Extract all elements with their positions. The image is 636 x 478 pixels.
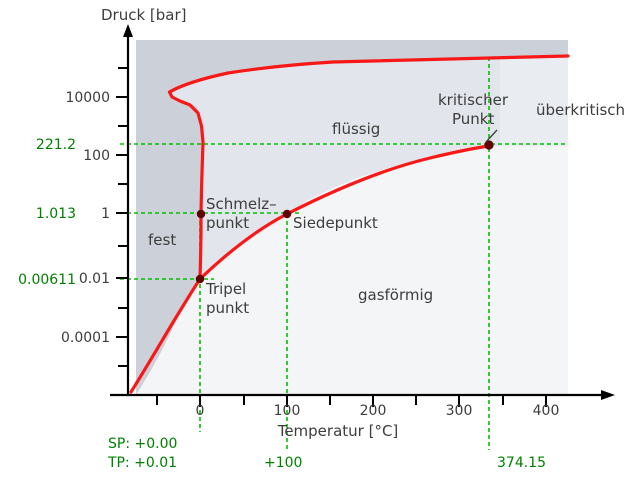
schmelzpunkt-label-line2: punkt xyxy=(206,214,249,232)
x-tick-labels: 0 100 200 300 400 xyxy=(196,403,560,419)
x-tick-label: 400 xyxy=(533,403,560,419)
triple-point-temperature-label: TP: +0.01 xyxy=(107,455,177,471)
siedepunkt-label: Siedepunkt xyxy=(293,214,378,232)
x-axis-arrow xyxy=(601,390,615,400)
y-tick-label: 0.0001 xyxy=(61,330,110,346)
y-tick-label: 1 xyxy=(101,206,110,222)
tripelpunkt-label-line2: punkt xyxy=(206,299,249,317)
critical-point-temperature-label: 374.15 xyxy=(497,455,546,471)
region-label-fluessig: flüssig xyxy=(332,120,380,138)
melting-point-temperature-label: SP: +0.00 xyxy=(108,436,177,452)
kritischer-punkt-label-line2: Punkt xyxy=(452,110,494,128)
y-tick-label: 100 xyxy=(83,148,110,164)
tripelpunkt-label-line1: Tripel xyxy=(205,280,246,298)
kritischer-punkt-leader-line xyxy=(485,129,498,143)
triple-pressure-label: 0.00611 xyxy=(18,272,76,288)
upper-boundary-curve xyxy=(167,54,570,94)
siedepunkt-marker[interactable] xyxy=(282,209,292,219)
y-tick-label: 10000 xyxy=(65,90,110,106)
kritischer-punkt-label-line1: kritischer xyxy=(438,91,509,109)
point-labels: Schmelz– punkt Siedepunkt Tripel punkt k… xyxy=(205,91,509,317)
boiling-point-temperature-label: +100 xyxy=(264,455,302,471)
critical-pressure-label: 221.2 xyxy=(36,137,76,153)
gas-region-fill xyxy=(136,146,568,395)
point-markers xyxy=(195,140,494,284)
x-tick-label: 100 xyxy=(274,403,301,419)
tripelpunkt-marker[interactable] xyxy=(195,274,205,284)
melting-curve xyxy=(167,90,205,281)
region-label-gasfoermig: gasförmig xyxy=(358,286,433,304)
schmelzpunkt-label-line1: Schmelz– xyxy=(206,195,277,213)
schmelzpunkt-marker[interactable] xyxy=(196,209,206,219)
highlighted-pressure-labels: 221.2 1.013 0.00611 xyxy=(18,137,76,288)
region-label-ueberkritisch: überkritisch xyxy=(536,101,625,119)
x-tick-label: 0 xyxy=(196,403,205,419)
highlighted-temperature-labels: SP: +0.00 TP: +0.01 +100 374.15 xyxy=(107,436,546,471)
y-tick-label: 0.01 xyxy=(79,271,110,287)
region-fills xyxy=(136,40,568,395)
kritischer-punkt-marker[interactable] xyxy=(484,140,494,150)
x-axis-title: Temperatur [°C] xyxy=(277,422,399,440)
phase-boundary-curves xyxy=(129,54,570,394)
standard-pressure-label: 1.013 xyxy=(36,206,76,222)
vapour-pressure-curve xyxy=(198,144,491,281)
sublimation-curve xyxy=(129,277,202,394)
x-axis-ticks xyxy=(156,395,547,407)
y-axis-title: Druck [bar] xyxy=(101,6,187,24)
y-axis-arrow xyxy=(123,24,133,37)
supercritical-region-fill xyxy=(500,57,568,146)
x-tick-label: 200 xyxy=(360,403,387,419)
region-label-fest: fest xyxy=(148,231,176,249)
x-tick-label: 300 xyxy=(446,403,473,419)
y-tick-labels: 10000 100 1 0.01 0.0001 xyxy=(61,90,110,346)
region-labels: fest flüssig gasförmig überkritisch xyxy=(148,101,625,304)
y-axis-ticks xyxy=(116,67,128,367)
